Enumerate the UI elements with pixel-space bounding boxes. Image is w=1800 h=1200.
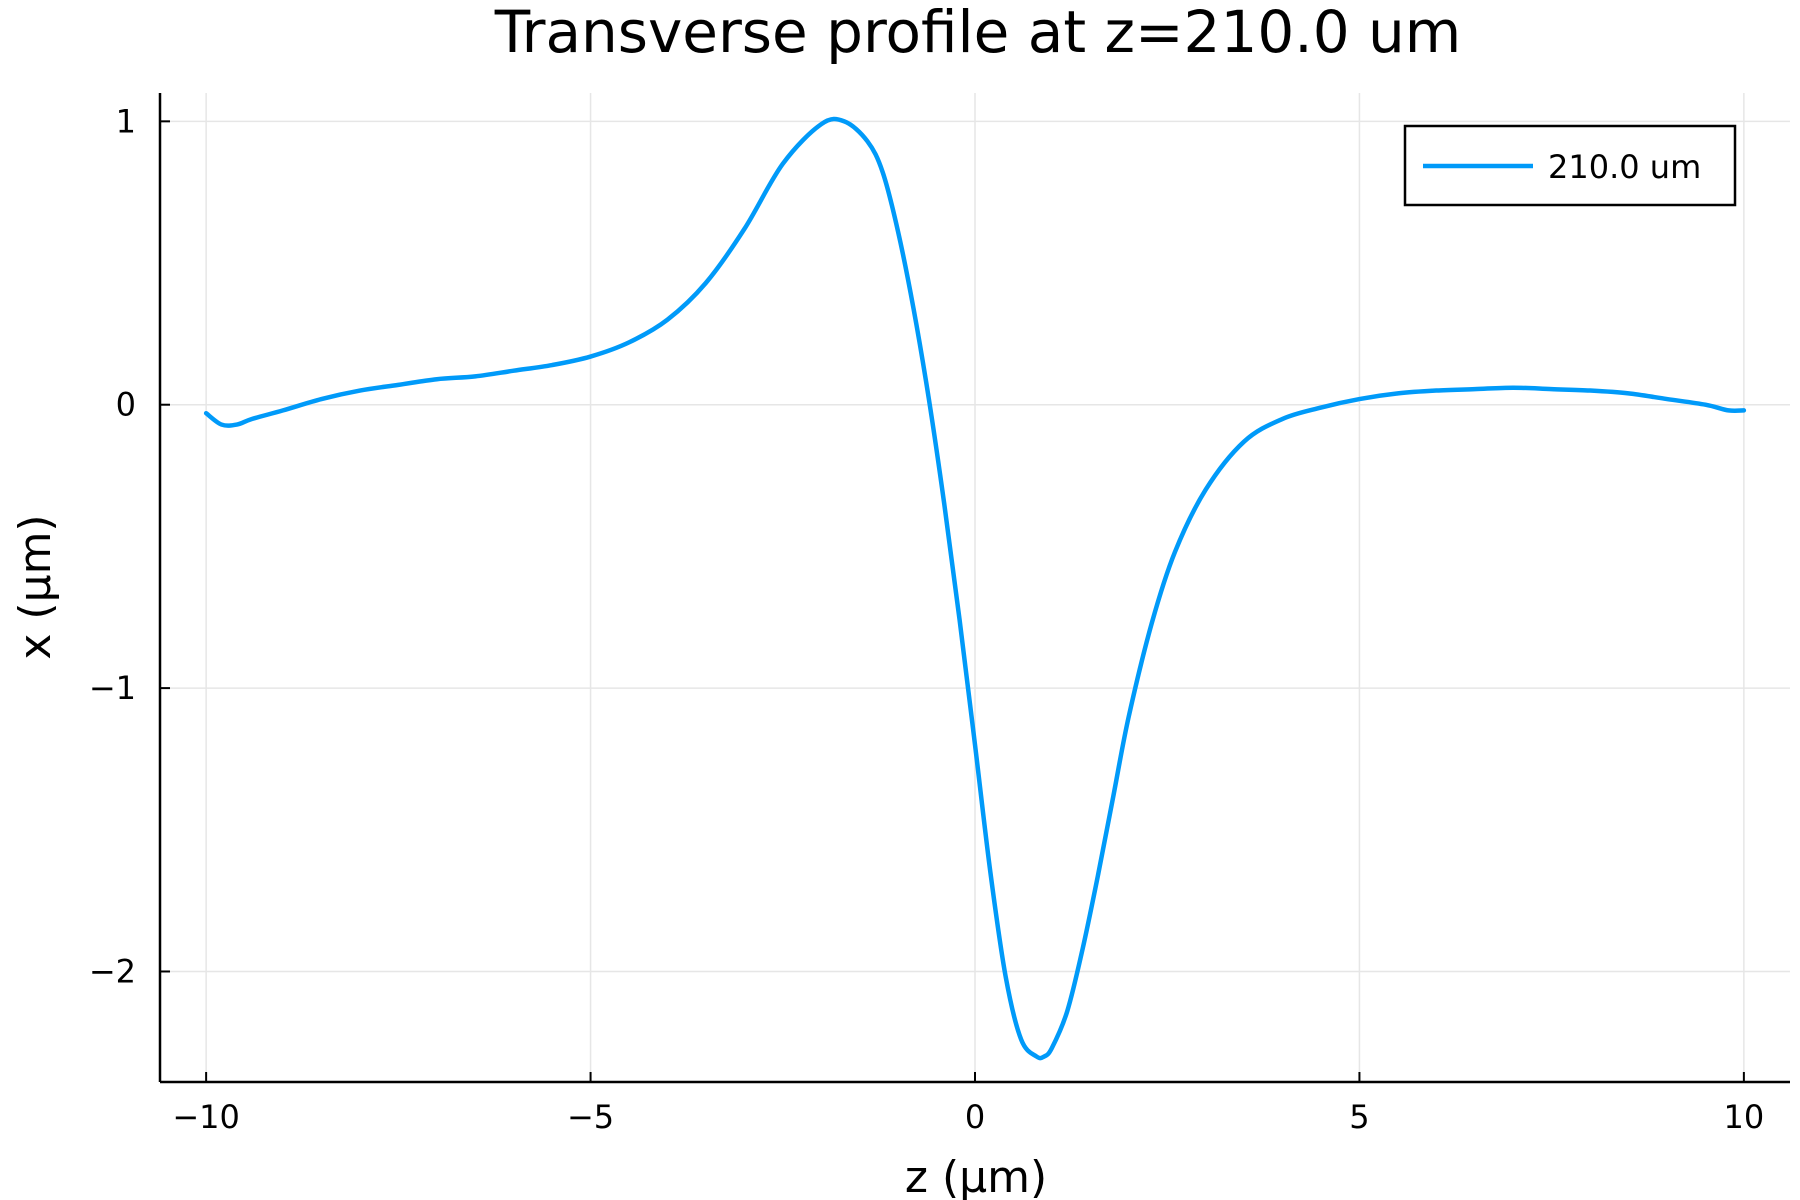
x-tick-label: −10 [172,1098,240,1136]
x-axis-ticks: −10 −5 0 5 10 [172,1072,1764,1136]
x-axis-label: z (μm) [905,1152,1047,1200]
legend-label: 210.0 um [1548,148,1701,186]
y-tick-label: −1 [89,669,136,707]
series-line [203,116,1747,1061]
x-tick-label: −5 [567,1098,614,1136]
y-tick-label: 0 [116,386,136,424]
series-layer [203,116,1747,1061]
x-tick-label: 10 [1724,1098,1765,1136]
y-axis-label: x (μm) [10,514,61,659]
x-tick-label: 5 [1349,1098,1369,1136]
grid [160,93,1790,1082]
x-tick-label: 0 [965,1098,985,1136]
y-tick-label: 1 [116,102,136,140]
y-tick-label: −2 [89,952,136,990]
y-axis-ticks: −2 −1 0 1 [89,102,170,990]
chart-title: Transverse profile at z=210.0 um [494,0,1462,66]
legend: 210.0 um [1403,124,1737,207]
